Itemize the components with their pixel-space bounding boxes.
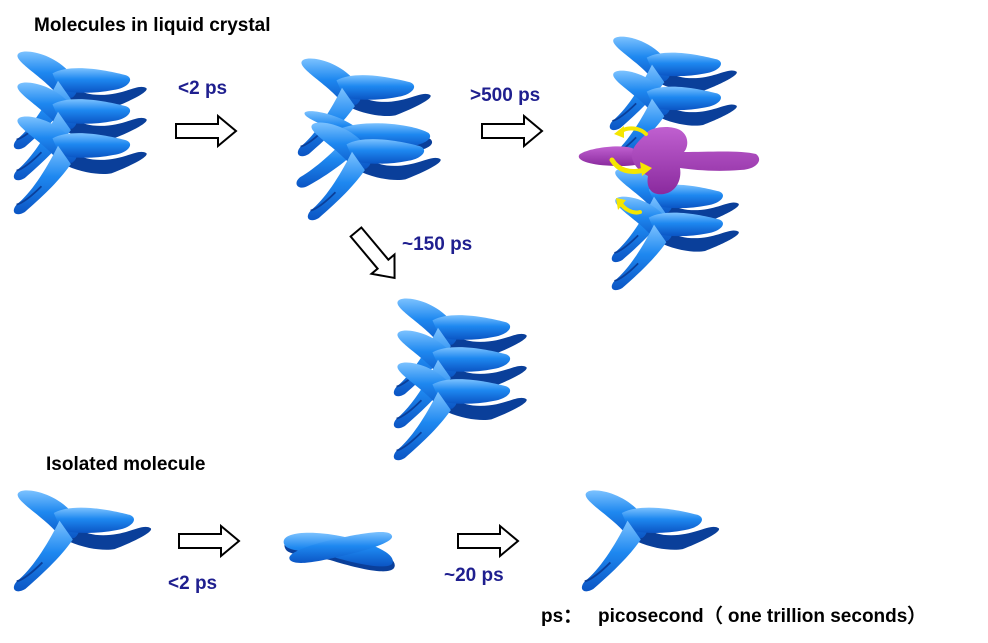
heading-liquid-crystal: Molecules in liquid crystal: [34, 15, 271, 36]
transition-arrow: [343, 221, 408, 289]
transition-arrow: [175, 115, 237, 147]
purple-distorted-molecule: [578, 127, 760, 195]
footnote-term: ps：: [541, 606, 582, 627]
heading-isolated-molecule: Isolated molecule: [46, 454, 205, 475]
rotation-arrow-icon: [609, 157, 652, 176]
time-label-iso-step1: <2 ps: [168, 573, 217, 594]
isolated-planar-molecule: [283, 532, 395, 572]
footnote: ps： picosecond（ one trillion seconds）: [541, 604, 926, 627]
time-label-lc-step3: ~150 ps: [402, 234, 472, 255]
transition-arrow: [457, 525, 519, 557]
lc-distorted-stack: [578, 35, 760, 292]
isolated-relaxed-molecule: [580, 489, 721, 593]
transition-arrow: [178, 525, 240, 557]
rotation-arrow-icon: [614, 126, 648, 138]
transition-arrow: [481, 115, 543, 147]
isolated-ground-molecule: [12, 489, 153, 593]
lc-ground-stack: [12, 50, 148, 216]
lc-excited-stack: [296, 57, 442, 222]
time-label-lc-step1: <2 ps: [178, 78, 227, 99]
footnote-definition: picosecond（ one trillion seconds）: [598, 604, 926, 627]
time-label-iso-step2: ~20 ps: [444, 565, 504, 586]
rotation-arrow-icon: [616, 198, 642, 215]
time-label-lc-step2: >500 ps: [470, 85, 540, 106]
lc-relaxed-stack: [392, 297, 528, 462]
